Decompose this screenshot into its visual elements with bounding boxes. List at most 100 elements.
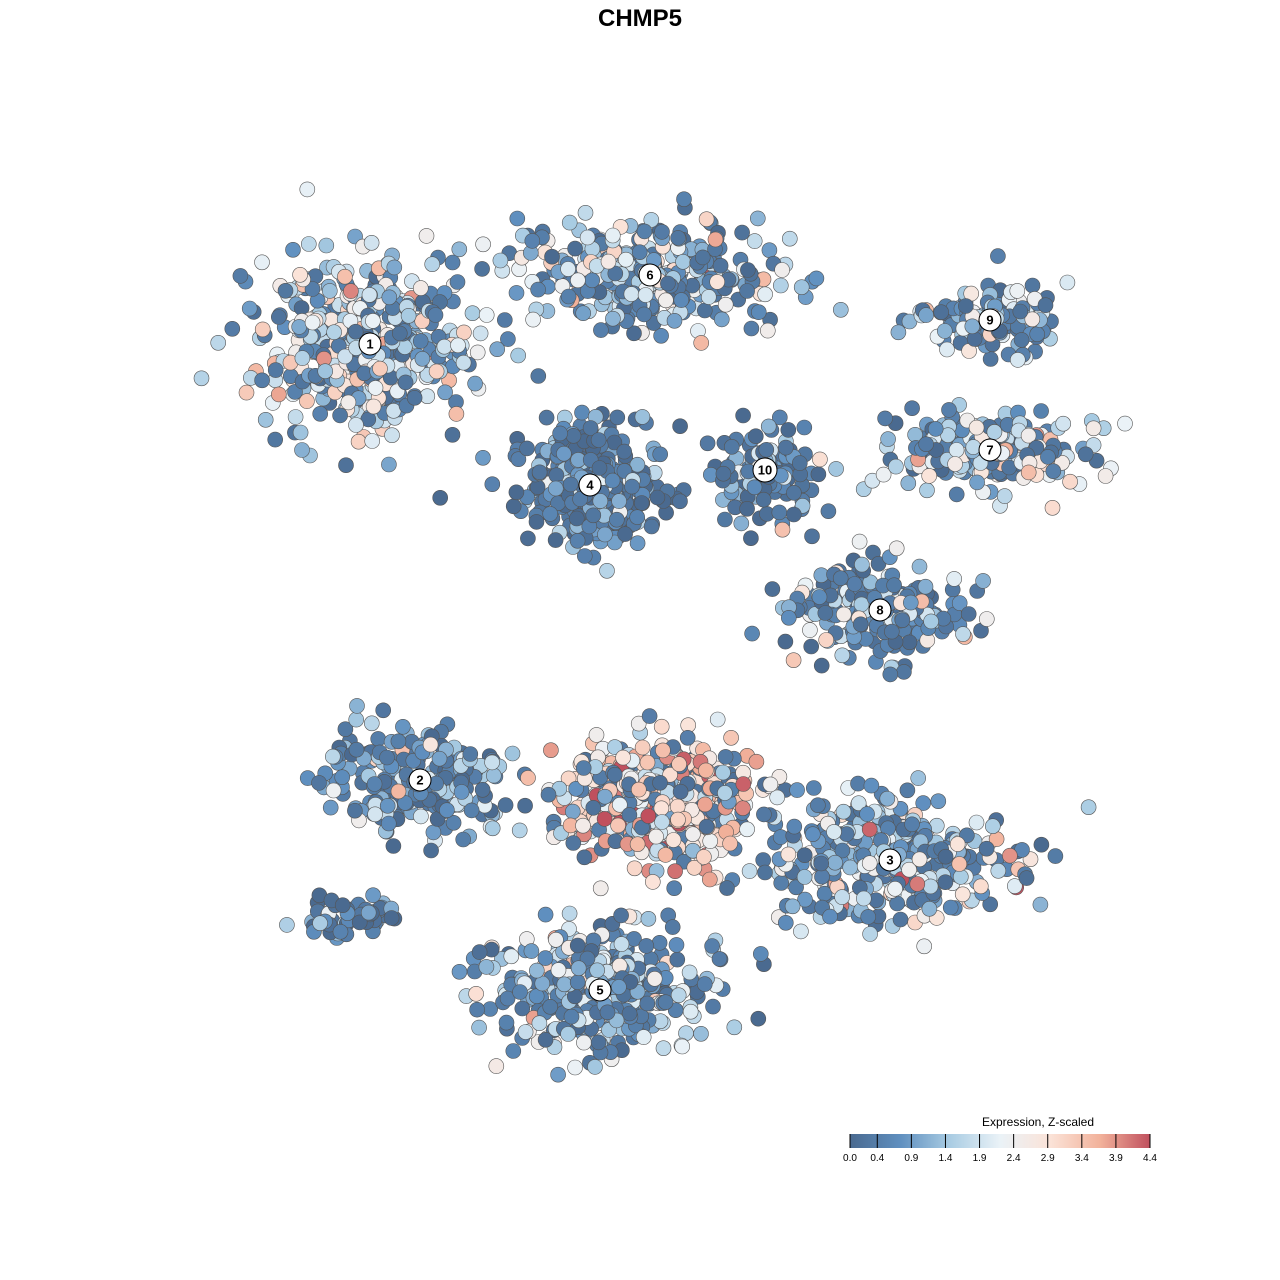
data-point (565, 835, 582, 851)
data-point (528, 514, 545, 530)
data-point (257, 411, 274, 428)
data-point (365, 887, 381, 904)
data-point (511, 822, 528, 839)
data-point (609, 409, 626, 426)
data-point (796, 419, 813, 436)
data-point (948, 442, 965, 458)
data-point (722, 835, 738, 852)
data-point (285, 242, 301, 258)
data-point (761, 242, 778, 258)
data-point (611, 979, 627, 995)
data-point (986, 424, 1003, 440)
data-point (757, 864, 773, 881)
data-point (588, 727, 605, 743)
data-point (955, 626, 971, 642)
data-point (383, 910, 400, 926)
data-point (592, 493, 609, 509)
data-point (780, 609, 797, 626)
data-point (439, 802, 455, 819)
data-point (343, 283, 359, 299)
data-point (749, 210, 766, 227)
data-point (653, 327, 669, 344)
data-point (711, 951, 728, 967)
data-point (879, 790, 896, 807)
data-point (348, 711, 365, 728)
data-point (364, 433, 381, 449)
data-point (488, 1058, 505, 1074)
data-point (370, 731, 387, 747)
data-point (537, 906, 554, 923)
data-point (860, 909, 877, 925)
data-point (634, 409, 651, 425)
data-point (887, 880, 903, 897)
cluster-label-text: 5 (596, 983, 603, 998)
data-point (927, 421, 944, 437)
cluster-label-6: 6 (638, 263, 662, 287)
data-point (267, 431, 284, 448)
data-point (947, 456, 963, 472)
data-point (717, 296, 734, 313)
data-point (835, 606, 852, 623)
data-point (739, 500, 755, 517)
data-point (665, 832, 682, 848)
data-point (1044, 499, 1061, 516)
data-point (918, 307, 934, 323)
data-point (390, 733, 407, 750)
data-point (667, 863, 683, 880)
data-point (655, 1040, 672, 1056)
data-point (520, 530, 536, 547)
data-point (322, 799, 339, 816)
cluster-label-text: 6 (646, 268, 653, 283)
data-point (1032, 896, 1049, 913)
data-point (842, 859, 859, 876)
data-point (804, 528, 820, 545)
data-point (592, 880, 609, 897)
data-point (538, 409, 555, 426)
data-point (746, 233, 763, 249)
data-point (560, 288, 577, 305)
data-point (760, 418, 777, 435)
data-point (366, 776, 383, 792)
data-point (990, 248, 1006, 264)
data-point (949, 836, 966, 852)
data-point (626, 325, 642, 342)
data-point (519, 440, 535, 457)
data-point (413, 808, 429, 825)
data-point (379, 749, 395, 766)
data-point (395, 718, 411, 735)
data-point (1117, 415, 1133, 432)
cluster-label-text: 9 (986, 313, 993, 328)
data-point (930, 793, 947, 810)
data-point (633, 495, 650, 511)
data-point (299, 393, 315, 409)
data-point (701, 871, 718, 888)
data-point (936, 323, 953, 339)
data-point (919, 482, 935, 499)
data-point (567, 1059, 583, 1076)
data-point (582, 420, 599, 436)
data-point (696, 849, 712, 865)
data-point (939, 341, 955, 358)
data-point (968, 814, 985, 831)
data-point (543, 742, 559, 759)
data-point (1009, 283, 1026, 299)
cluster-label-8: 8 (868, 598, 892, 622)
data-point (528, 962, 545, 979)
data-point (1024, 277, 1041, 294)
data-point (367, 380, 384, 396)
data-point (575, 760, 592, 776)
data-point (774, 262, 790, 278)
data-point (639, 995, 656, 1012)
data-point (777, 914, 794, 931)
data-point (937, 874, 954, 891)
data-point (617, 526, 633, 542)
data-point (321, 283, 338, 299)
data-point (780, 422, 797, 438)
data-point (671, 756, 687, 772)
data-point (504, 745, 521, 762)
cluster-label-5: 5 (588, 978, 612, 1002)
data-point (957, 298, 974, 314)
data-point (890, 324, 907, 341)
data-point (365, 398, 382, 415)
data-point (425, 824, 442, 841)
